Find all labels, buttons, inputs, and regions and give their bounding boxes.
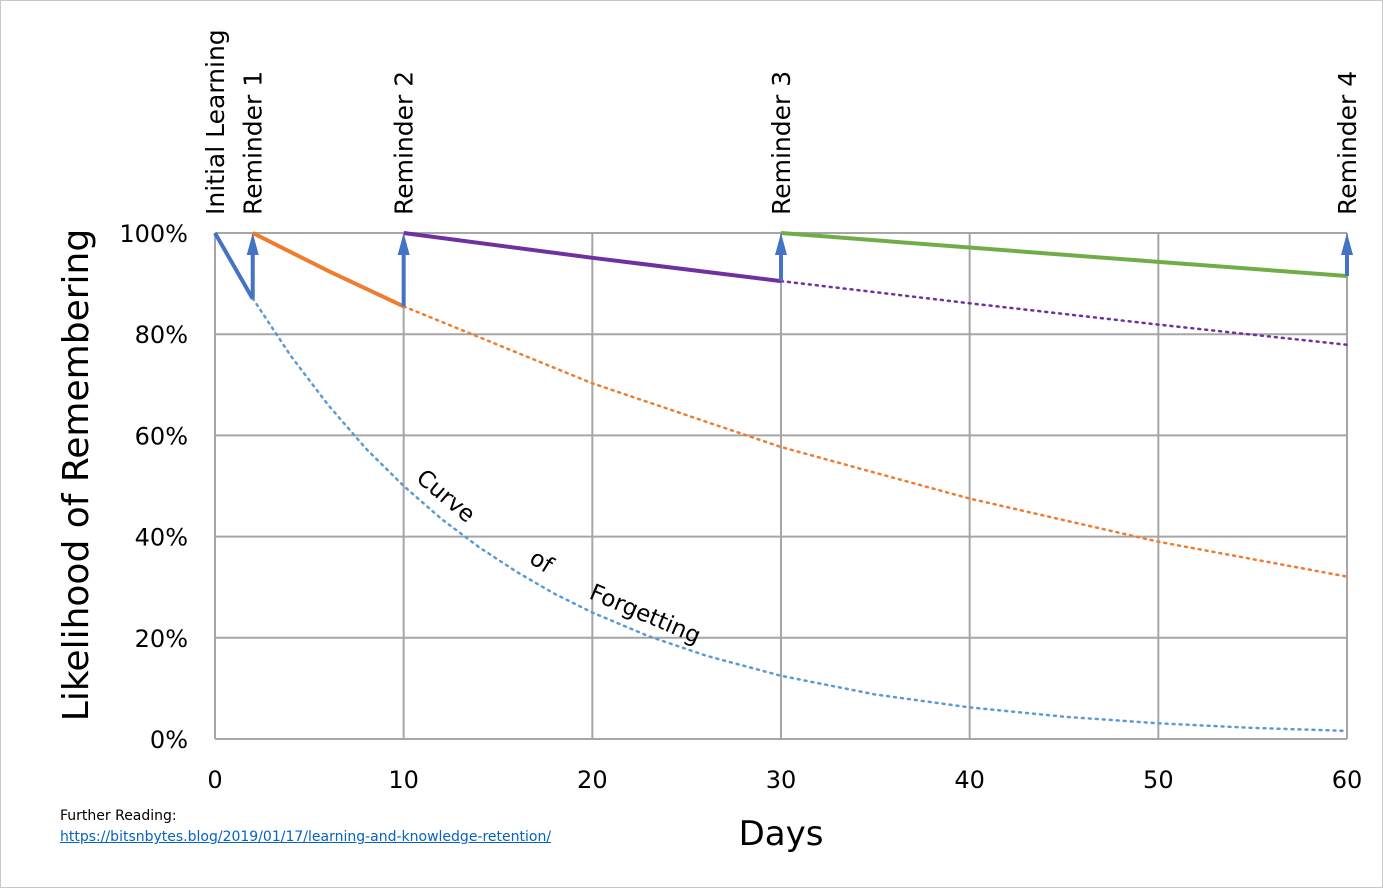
annotation-forgetting: Forgetting	[586, 580, 705, 650]
x-tick-label: 60	[1332, 766, 1363, 794]
series-line-3	[402, 305, 1349, 578]
y-tick-label: 80%	[135, 321, 188, 349]
event-label: Reminder 3	[767, 71, 796, 215]
event-label: Initial Learning	[201, 29, 230, 215]
series-line-6	[780, 231, 1348, 278]
event-label: Reminder 2	[390, 71, 419, 215]
y-tick-label: 40%	[135, 524, 188, 552]
series-line-1	[251, 297, 1349, 733]
series-line-4	[403, 231, 782, 284]
y-tick-label: 0%	[150, 726, 188, 754]
reminder-arrow-head	[775, 233, 787, 255]
y-tick-label: 20%	[135, 625, 188, 653]
x-tick-label: 20	[577, 766, 608, 794]
event-label: Reminder 1	[239, 71, 268, 215]
reminder-arrow-head	[1341, 233, 1353, 255]
y-tick-label: 60%	[135, 422, 188, 450]
reminder-arrow-head	[397, 233, 410, 255]
x-tick-label: 40	[954, 766, 985, 794]
x-tick-label: 50	[1143, 766, 1174, 794]
further-reading-link[interactable]: https://bitsnbytes.blog/2019/01/17/learn…	[60, 829, 552, 845]
series-line-5	[779, 279, 1349, 347]
x-axis-label: Days	[739, 814, 824, 854]
event-label: Reminder 4	[1333, 71, 1362, 215]
y-tick-label: 100%	[119, 220, 188, 248]
series-line-2	[251, 231, 405, 309]
annotation-curve: Curve	[411, 465, 480, 529]
x-tick-label: 30	[766, 766, 797, 794]
series-line-0	[213, 232, 255, 300]
x-tick-label: 0	[207, 766, 222, 794]
reminder-arrow-head	[246, 233, 259, 255]
further-reading-label: Further Reading:	[60, 808, 177, 824]
annotation-of: of	[525, 545, 558, 579]
further-reading: Further Reading: https://bitsnbytes.blog…	[60, 806, 551, 848]
y-axis-label: Likelihood of Remembering	[56, 229, 97, 721]
x-tick-label: 10	[388, 766, 419, 794]
